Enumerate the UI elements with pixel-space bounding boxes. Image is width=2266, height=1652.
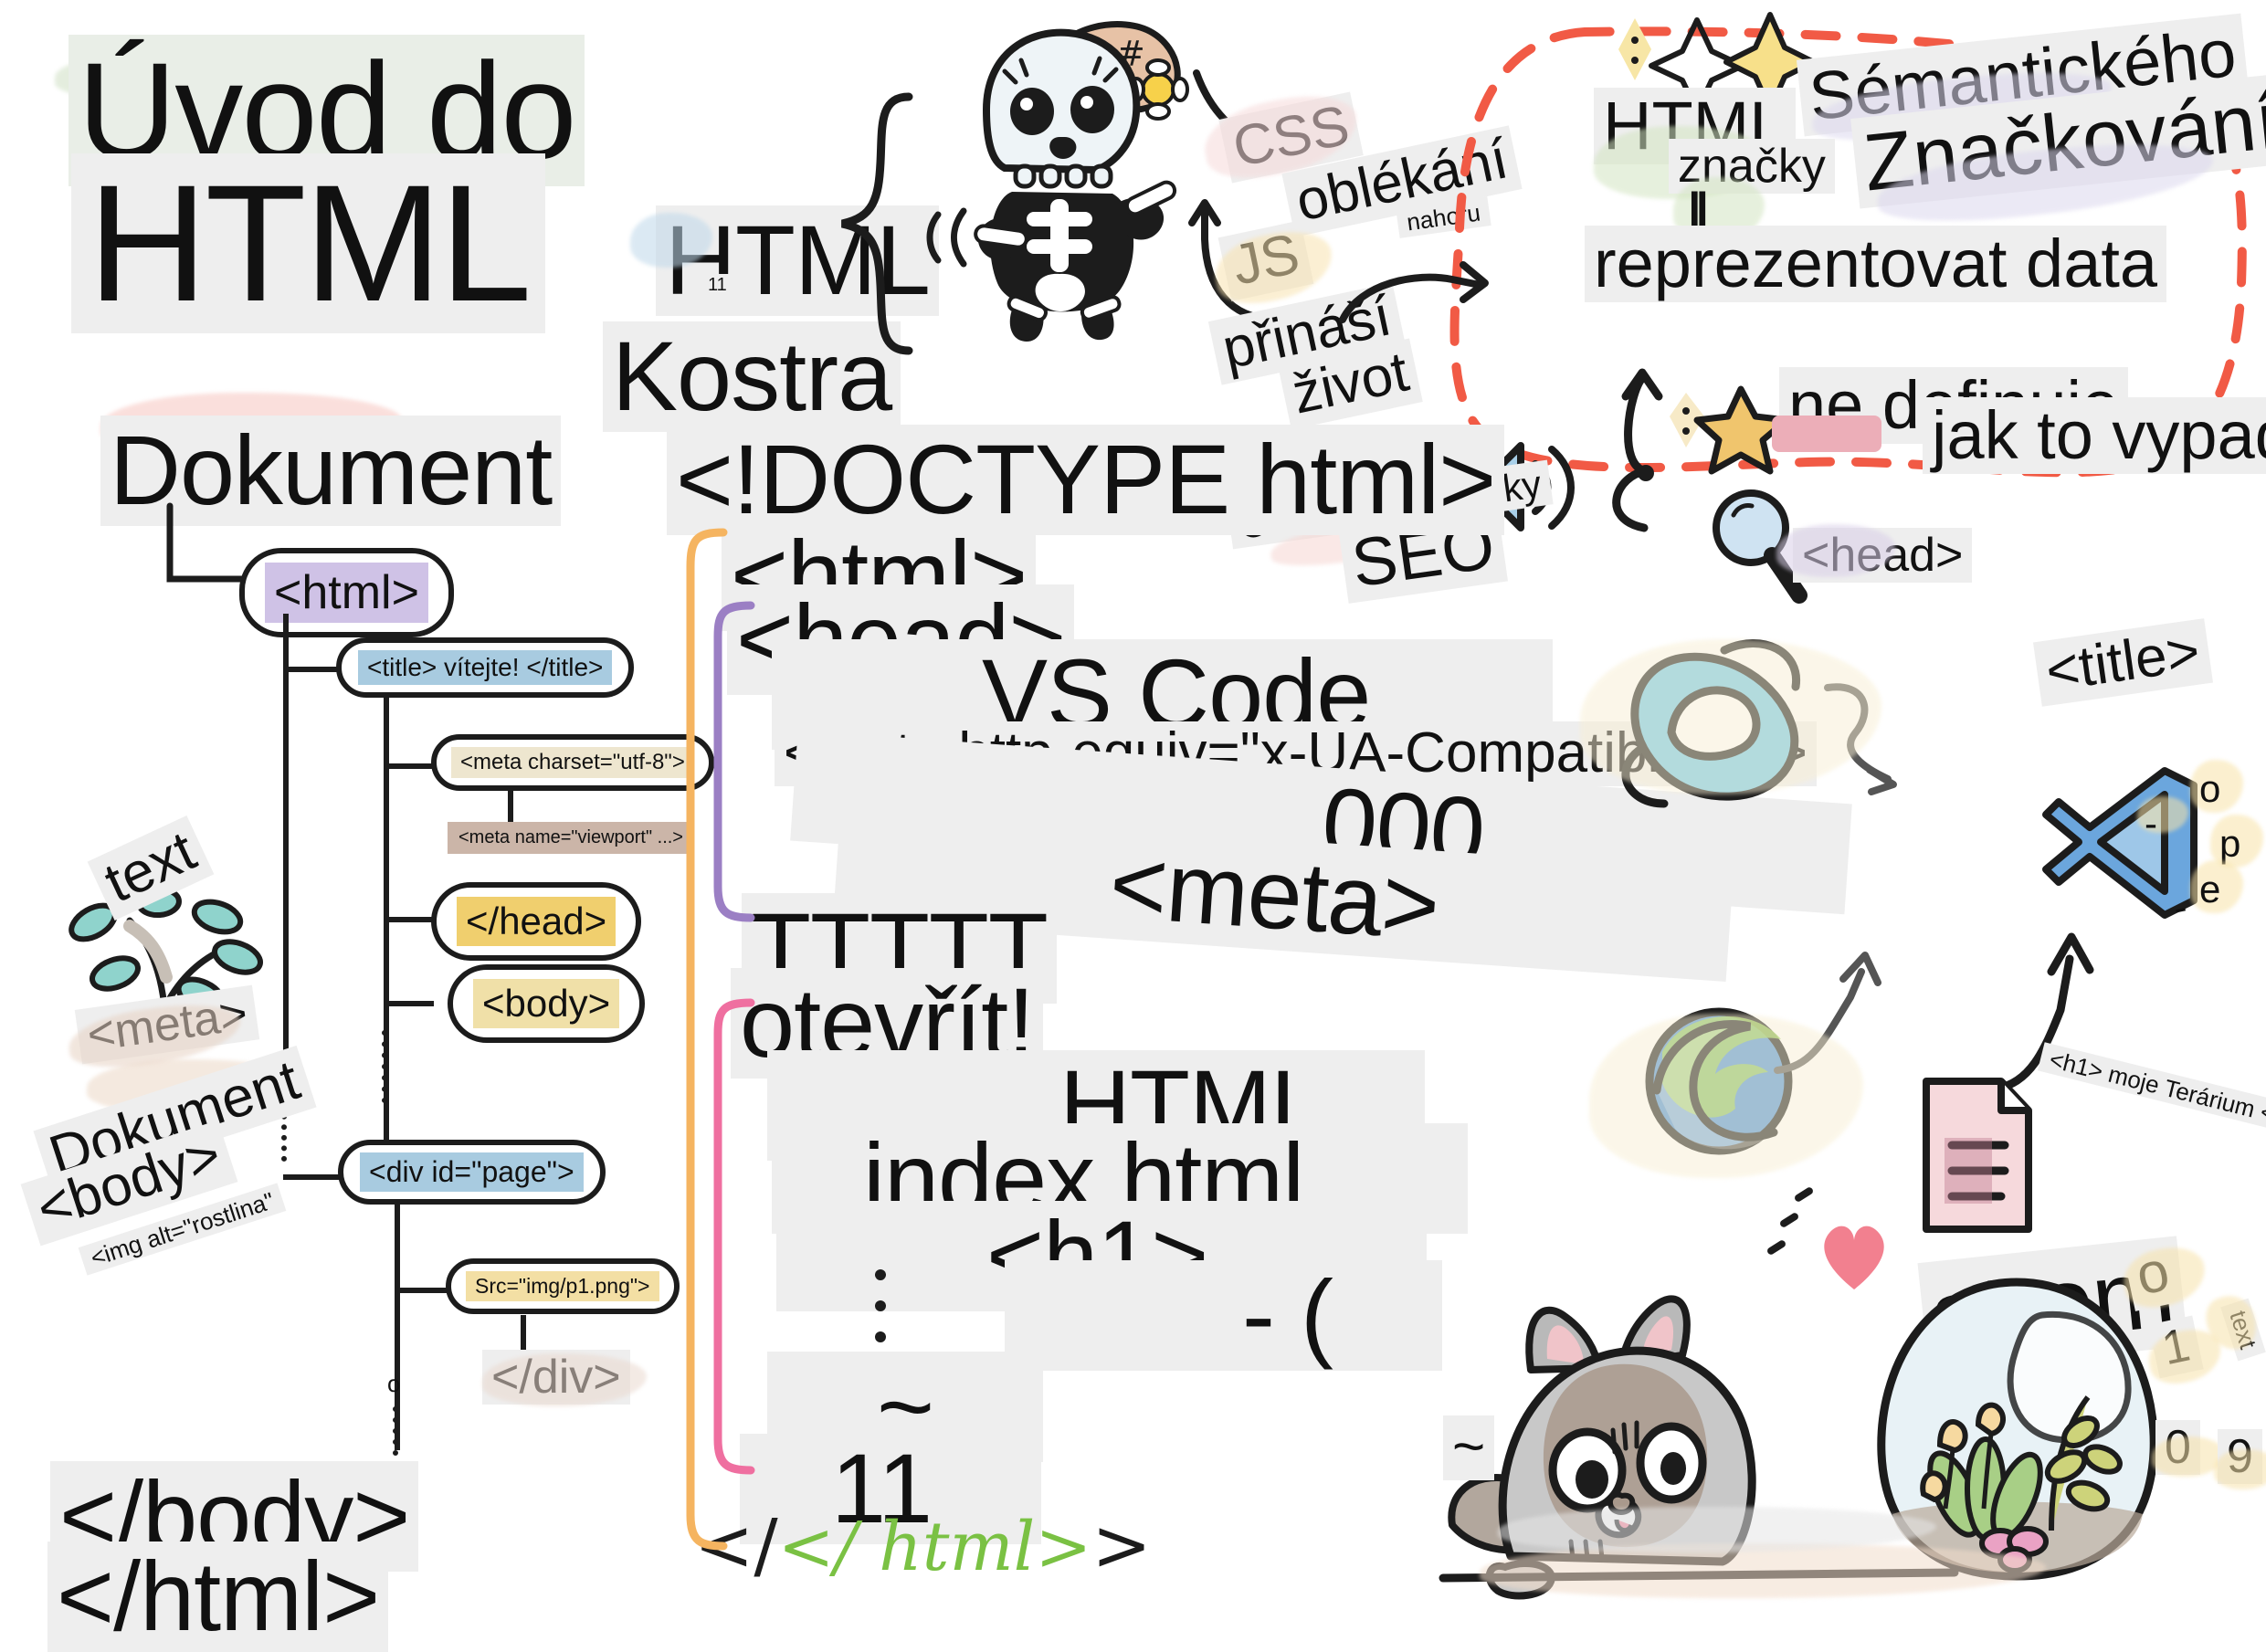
tree-small-o: o [387, 1370, 401, 1397]
close-html-label: </html> [47, 1542, 389, 1652]
code-line-doctype-text: <!DOCTYPE html> [667, 425, 1505, 535]
handwritten-html-word: </ html> [777, 1508, 1092, 1586]
code-line-11: 11 [740, 1434, 1042, 1544]
motion-marks-icon [1767, 1187, 1813, 1255]
vscode-floater-p: p [2210, 815, 2263, 868]
heart-icon [1824, 1226, 1884, 1289]
tree-root-connector [166, 502, 276, 583]
skeleton-html-sub: 11 [699, 274, 736, 298]
code-line-11-text: 11 [740, 1434, 1042, 1544]
head-tag-sticker: <head> [1776, 524, 1973, 584]
smudge-ie-cream [1580, 639, 1881, 794]
tree-node-div-label: <div id="page"> [360, 1152, 584, 1192]
tree-trunk-div-dashed [393, 1406, 398, 1456]
motion-lines-icon [926, 207, 967, 268]
arrow-up-to-represent-icon [1612, 368, 1663, 532]
tree-node-body[interactable]: <body> [448, 964, 646, 1043]
vscode-floater-0: o [2190, 760, 2243, 813]
curly-brace-icon [840, 92, 913, 355]
tree-node-html-label: <html> [265, 563, 428, 623]
tree-node-meta-charset[interactable]: <meta charset="utf-8"> [431, 734, 714, 791]
tree-branch-meta-charset [384, 763, 434, 769]
title-html: HTML [71, 153, 546, 333]
tree-node-meta-viewport-label: <meta name="viewport" ...> [448, 822, 694, 854]
cat-floater-o: o [2118, 1237, 2211, 1314]
how-looks-label: jak to vypadá! [1923, 397, 2266, 474]
tree-trunk-div [395, 1204, 400, 1450]
tree-node-img-label: Src="img/p1.png"> [466, 1271, 659, 1301]
how-looks-text: jak to vypadá! [1923, 397, 2266, 474]
tree-branch-title [283, 667, 338, 672]
tree-node-meta-charset-label: <meta charset="utf-8"> [451, 747, 694, 778]
poster-canvas: Úvod do HTML HTML 11 Kostra # [20, 12, 2266, 1652]
tree-node-title-label: <title> vítejte! </title> [358, 650, 613, 685]
document-icon [1923, 1078, 2032, 1233]
document-tree-heading: Dokument [100, 416, 562, 526]
smudge-ground-peach [1480, 1543, 2046, 1598]
title-line-2: HTML [71, 153, 546, 333]
tree-trunk-html [283, 614, 289, 1061]
cat-floater-1: 1 [2144, 1315, 2227, 1389]
skeleton-kostra-label: Kostra [603, 321, 901, 432]
cat-floater-9: 9 [2214, 1429, 2266, 1489]
tree-node-close-head[interactable]: </head> [431, 882, 642, 961]
code-line-paren-text: - ( [1005, 1260, 1442, 1371]
tree-branch-body [384, 1001, 434, 1006]
vscode-floater-dash-1-text: - [2145, 802, 2157, 845]
tree-node-close-head-label: </head> [457, 897, 617, 946]
smudge-ground-gray [1498, 1507, 1936, 1552]
tree-node-title[interactable]: <title> vítejte! </title> [336, 637, 635, 698]
vscode-floater-0-text: o [2199, 767, 2221, 810]
vscode-floater-p-text: p [2219, 822, 2241, 865]
represent-data-text: reprezentovat data [1585, 226, 2167, 302]
tree-branch-img [395, 1288, 448, 1293]
tree-node-meta-viewport[interactable]: <meta name="viewport" ...> [448, 822, 694, 854]
title-tag-sticker: <title> [2032, 618, 2213, 707]
handwritten-close-html: </</ html>> [694, 1505, 1152, 1587]
tree-link-close-div [521, 1315, 526, 1353]
orange-scope-bracket [686, 528, 728, 1551]
close-html-text: </html> [47, 1542, 389, 1652]
tree-node-div[interactable]: <div id="page"> [338, 1140, 606, 1205]
title-tag-sticker-text: <title> [2032, 618, 2213, 707]
cat-tilde-sticker: ~ [1443, 1415, 1495, 1480]
tree-branch-div [283, 1174, 340, 1180]
tree-node-body-label: <body> [473, 979, 620, 1028]
code-line-doctype: <!DOCTYPE html> [667, 425, 1505, 535]
code-line-paren: - ( [1005, 1260, 1442, 1371]
skeleton-kostra-text: Kostra [603, 321, 901, 432]
pink-highlight-strip [1772, 416, 1881, 452]
tree-trunk-body-dashed [382, 1030, 387, 1103]
represent-data-label: reprezentovat data [1585, 226, 2167, 302]
tree-node-html[interactable]: <html> [239, 548, 454, 637]
vscode-floater-e-text: e [2199, 868, 2221, 910]
cat-floater-0: 0 [2152, 1420, 2225, 1477]
tree-node-close-div[interactable]: </div> [482, 1350, 647, 1406]
smudge-edge-cream [1589, 1014, 1863, 1178]
vscode-floater-dash-1: - [2137, 796, 2188, 846]
pink-scope-bracket [713, 998, 755, 1475]
tree-link-meta-viewport [508, 787, 513, 824]
tree-trunk-head [384, 694, 389, 1151]
code-vertical-ellipsis [875, 1269, 886, 1342]
tree-node-img[interactable]: Src="img/p1.png"> [446, 1258, 680, 1314]
skeleton-illustration: # [974, 21, 1189, 342]
purple-scope-bracket [713, 601, 755, 922]
cat-floater-text: text [2200, 1289, 2266, 1362]
document-tree-heading-text: Dokument [100, 416, 562, 526]
magnifier-icon [1713, 489, 1808, 604]
arrow-loop-into-represent-icon [1339, 261, 1489, 323]
tree-branch-close-head [384, 917, 434, 922]
vscode-floater-e: e [2190, 860, 2243, 913]
